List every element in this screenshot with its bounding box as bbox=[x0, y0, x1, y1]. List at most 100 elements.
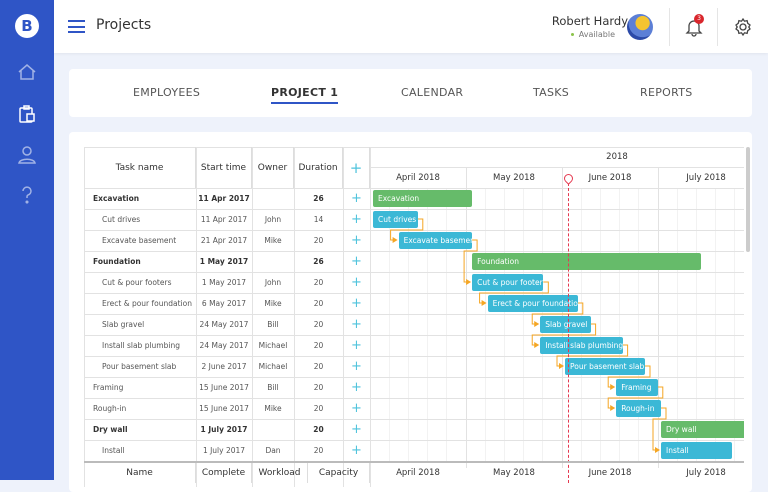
divider bbox=[717, 8, 718, 46]
footer-header-name[interactable]: Name bbox=[84, 463, 196, 483]
clipboard-icon[interactable] bbox=[17, 104, 37, 124]
avatar[interactable] bbox=[627, 14, 653, 40]
dependency-link bbox=[531, 323, 597, 346]
group-bar[interactable]: Excavation bbox=[373, 190, 473, 207]
help-icon[interactable] bbox=[17, 185, 37, 205]
column-divider bbox=[294, 147, 295, 487]
task-start: 1 May 2017 bbox=[201, 278, 247, 287]
gear-icon[interactable] bbox=[733, 17, 753, 37]
tab-employees[interactable]: EMPLOYEES bbox=[133, 86, 201, 99]
dependency-link bbox=[652, 407, 667, 451]
task-bar[interactable]: Erect & pour foundation bbox=[487, 295, 578, 312]
link-arrow bbox=[534, 342, 540, 348]
user-name[interactable]: Robert Hardy bbox=[551, 14, 628, 28]
divider bbox=[370, 167, 744, 168]
footer-header-complete[interactable]: Complete bbox=[196, 463, 252, 483]
task-start: 1 July 2017 bbox=[202, 446, 246, 455]
task-name[interactable]: Cut drives bbox=[102, 215, 141, 224]
task-name[interactable]: Excavate basement bbox=[102, 236, 177, 245]
add-subtask-button[interactable]: + bbox=[351, 233, 362, 248]
task-name[interactable]: Framing bbox=[93, 383, 124, 392]
task-name[interactable]: Install slab plumbing bbox=[102, 341, 180, 350]
task-name[interactable]: Dry wall bbox=[93, 425, 128, 434]
week-gridline bbox=[600, 188, 601, 461]
task-bar[interactable]: Install bbox=[661, 442, 733, 459]
column-header-start-time[interactable]: Start time bbox=[196, 147, 252, 188]
task-duration: 20 bbox=[313, 320, 324, 329]
add-subtask-button[interactable]: + bbox=[351, 275, 362, 290]
task-owner: Michael bbox=[258, 362, 288, 371]
task-owner: Mike bbox=[264, 404, 282, 413]
task-bar[interactable]: Cut & pour footers bbox=[472, 274, 544, 291]
add-subtask-button[interactable]: + bbox=[351, 338, 362, 353]
add-subtask-button[interactable]: + bbox=[351, 212, 362, 227]
row-divider bbox=[84, 398, 744, 399]
add-subtask-button[interactable]: + bbox=[351, 401, 362, 416]
footer-header-capacity[interactable]: Capacity bbox=[308, 463, 370, 483]
column-header-duration[interactable]: Duration bbox=[294, 147, 343, 188]
row-divider bbox=[84, 293, 744, 294]
week-gridline bbox=[696, 188, 697, 461]
grid-border bbox=[84, 147, 85, 487]
week-gridline bbox=[619, 188, 620, 461]
task-name[interactable]: Cut & pour footers bbox=[102, 278, 172, 287]
scrollbar[interactable] bbox=[746, 147, 750, 252]
add-subtask-button[interactable]: + bbox=[351, 359, 362, 374]
column-header-owner[interactable]: Owner bbox=[252, 147, 294, 188]
column-header-task-name[interactable]: Task name bbox=[84, 147, 196, 188]
add-subtask-button[interactable]: + bbox=[351, 296, 362, 311]
home-icon[interactable] bbox=[17, 62, 37, 82]
group-bar[interactable]: Foundation bbox=[472, 253, 702, 270]
row-divider bbox=[84, 251, 744, 252]
column-divider bbox=[252, 147, 253, 487]
task-name[interactable]: Foundation bbox=[93, 257, 141, 266]
add-subtask-button[interactable]: + bbox=[351, 317, 362, 332]
app-logo[interactable]: B bbox=[15, 14, 39, 38]
add-task-button[interactable]: + bbox=[343, 147, 370, 188]
task-bar[interactable]: Excavate basement bbox=[398, 232, 473, 249]
page-title: Projects bbox=[96, 17, 152, 33]
task-bar[interactable]: Cut drives bbox=[373, 211, 418, 228]
task-name[interactable]: Excavation bbox=[93, 194, 140, 203]
task-bar[interactable]: Pour basement slab bbox=[565, 358, 645, 375]
add-subtask-button[interactable]: + bbox=[351, 422, 362, 437]
task-start: 2 June 2017 bbox=[201, 362, 247, 371]
user-status: Available bbox=[571, 30, 615, 39]
week-gridline bbox=[504, 188, 505, 461]
today-line bbox=[568, 183, 570, 483]
task-name[interactable]: Install bbox=[102, 446, 125, 455]
dependency-links bbox=[390, 218, 667, 453]
task-bar[interactable]: Rough-in bbox=[616, 400, 661, 417]
task-name[interactable]: Erect & pour foundation bbox=[102, 299, 192, 308]
task-bar[interactable]: Slab gravel bbox=[540, 316, 591, 333]
add-subtask-button[interactable]: + bbox=[351, 443, 362, 458]
task-owner: Bill bbox=[267, 320, 279, 329]
tab-tasks[interactable]: TASKS bbox=[533, 86, 570, 99]
task-bar[interactable]: Install slab plumbing bbox=[540, 337, 623, 354]
gantt-grid: Task name Start time Owner Duration +2018 Apr… bbox=[84, 147, 744, 487]
footer-header-workload[interactable]: Workload bbox=[252, 463, 308, 483]
task-name[interactable]: Slab gravel bbox=[102, 320, 145, 329]
user-icon[interactable] bbox=[17, 145, 37, 165]
tab-project-1[interactable]: PROJECT 1 bbox=[271, 86, 339, 104]
link-arrow bbox=[534, 321, 540, 327]
week-gridline bbox=[734, 188, 735, 461]
menu-icon[interactable] bbox=[68, 20, 85, 33]
dependency-link bbox=[463, 239, 478, 283]
link-arrow bbox=[466, 279, 472, 285]
task-start: 11 Apr 2017 bbox=[200, 215, 248, 224]
add-subtask-button[interactable]: + bbox=[351, 254, 362, 269]
tab-reports[interactable]: REPORTS bbox=[640, 86, 693, 99]
task-start: 24 May 2017 bbox=[199, 320, 249, 329]
task-duration: 20 bbox=[313, 425, 324, 434]
grid-border bbox=[84, 147, 744, 148]
tab-bar: EMPLOYEES PROJECT 1 CALENDAR TASKS REPOR… bbox=[69, 69, 752, 117]
add-subtask-button[interactable]: + bbox=[351, 191, 362, 206]
add-subtask-button[interactable]: + bbox=[351, 380, 362, 395]
task-name[interactable]: Rough-in bbox=[93, 404, 127, 413]
link-arrow bbox=[392, 237, 398, 243]
group-bar[interactable]: Dry wall bbox=[661, 421, 744, 438]
tab-calendar[interactable]: CALENDAR bbox=[401, 86, 464, 99]
task-bar[interactable]: Framing bbox=[616, 379, 658, 396]
task-name[interactable]: Pour basement slab bbox=[102, 362, 177, 371]
